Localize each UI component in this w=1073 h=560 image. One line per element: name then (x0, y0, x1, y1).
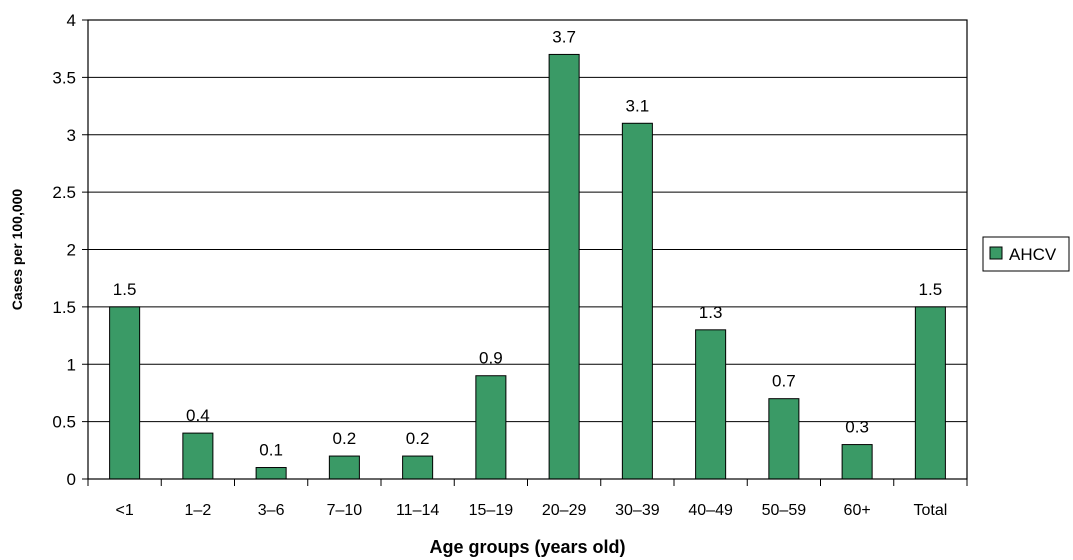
x-tick-label: 40–49 (688, 502, 733, 519)
bar (109, 306, 141, 480)
bar (841, 444, 873, 480)
data-label: 0.1 (259, 441, 283, 460)
x-tick-label: 30–39 (615, 502, 660, 519)
x-tick-label: 20–29 (542, 502, 587, 519)
x-tick-label: 50–59 (762, 502, 807, 519)
data-label: 3.7 (552, 27, 576, 46)
x-axis-title: Age groups (years old) (429, 537, 625, 557)
data-label: 0.3 (845, 418, 869, 437)
data-label: 1.3 (699, 303, 723, 322)
legend: AHCV (982, 236, 1070, 272)
x-tick-label: 3–6 (258, 502, 285, 519)
y-tick-label: 1 (67, 355, 76, 374)
x-tick-label: 60+ (844, 502, 871, 519)
y-tick-label: 0.5 (52, 413, 76, 432)
x-tick-label: 7–10 (327, 502, 363, 519)
data-label: 0.2 (406, 429, 430, 448)
x-tick-label: Total (913, 502, 947, 519)
data-labels: 1.5 0.4 0.1 0.2 0.2 0.9 3.7 3.1 1.3 0.7 0.3 1.5 (113, 27, 942, 459)
y-tick-label: 2 (67, 241, 76, 260)
bar (182, 432, 214, 480)
data-label: 0.7 (772, 372, 796, 391)
y-tick-label: 3 (67, 126, 76, 145)
data-label: 3.1 (626, 96, 650, 115)
gridlines (88, 19, 967, 480)
y-axis-title: Cases per 100,000 (9, 189, 25, 311)
bar (914, 306, 946, 480)
bars (109, 53, 946, 480)
bar (695, 329, 727, 480)
y-tick-label: 2.5 (52, 183, 76, 202)
bar (402, 455, 434, 480)
x-axis-ticks: <1 1–2 3–6 7–10 11–14 15–19 20–29 30–39 40–49 50–… (87, 479, 968, 519)
legend-swatch (989, 246, 1003, 260)
bar (328, 455, 360, 480)
x-tick-label: 15–19 (469, 502, 514, 519)
data-label: 0.4 (186, 406, 210, 425)
data-label: 0.9 (479, 349, 503, 368)
bar (768, 398, 800, 480)
bar (475, 375, 507, 480)
x-tick-label: 11–14 (396, 502, 439, 519)
y-tick-label: 1.5 (52, 298, 76, 317)
data-label: 1.5 (113, 280, 137, 299)
data-label: 1.5 (919, 280, 943, 299)
legend-label: AHCV (1009, 245, 1057, 264)
bar (548, 53, 580, 480)
x-tick-label: <1 (116, 502, 134, 519)
plot-frame (87, 19, 968, 480)
y-tick-label: 3.5 (52, 68, 76, 87)
y-axis-ticks: 0 0.5 1 1.5 2 2.5 3 3.5 4 (52, 11, 88, 489)
data-label: 0.2 (333, 429, 357, 448)
bar (621, 122, 653, 480)
bar (255, 467, 287, 480)
y-tick-label: 4 (67, 11, 76, 30)
x-tick-label: 1–2 (185, 502, 212, 519)
y-tick-label: 0 (67, 470, 76, 489)
